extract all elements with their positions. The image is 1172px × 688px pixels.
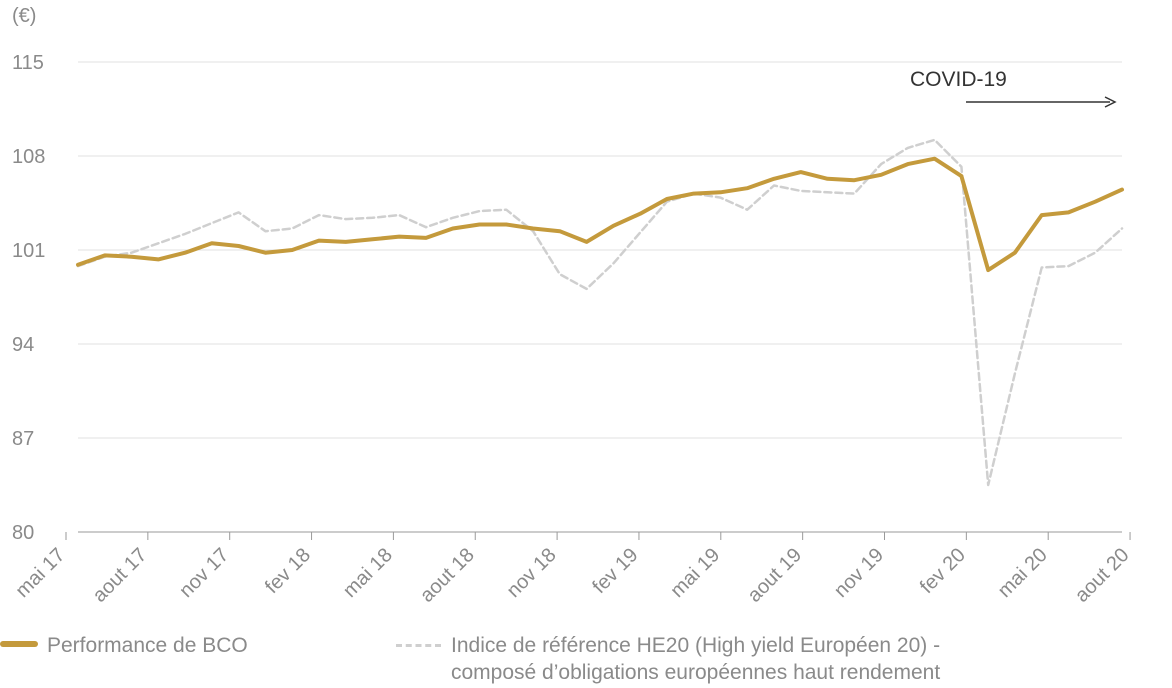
y-tick-label: 87: [12, 428, 34, 450]
legend-swatch-index: [396, 644, 441, 647]
legend-label-index-line2: composé d’obligations européennes haut r…: [451, 661, 941, 684]
x-axis-ticks: mai 17 aout 17 nov 17 fev 18 mai 18 aout 18 no…: [12, 532, 1134, 607]
y-axis-ticks: 80 87 94 101 108 115: [12, 52, 45, 544]
legend-label-index-line1: Indice de référence HE20 (High yield Eur…: [451, 634, 941, 657]
x-tick-label: aout 20: [1071, 544, 1134, 607]
y-tick-label: 80: [12, 522, 34, 544]
legend-label-bco: Performance de BCO: [47, 634, 248, 657]
y-tick-label: 101: [12, 240, 45, 262]
covid-annotation: COVID-19: [910, 68, 1117, 108]
grid-lines: [78, 61, 1122, 533]
x-tick-label: fev 20: [916, 544, 970, 598]
y-tick-label: 94: [12, 334, 34, 356]
x-tick-label: mai 20: [994, 544, 1052, 602]
series-line-bco: [76, 156, 1124, 273]
x-tick-label: nov 19: [830, 544, 888, 602]
series-lines: [76, 138, 1124, 487]
legend-swatch-bco: [0, 641, 38, 647]
x-tick-label: fev 19: [588, 544, 642, 598]
x-tick-label: aout 17: [89, 544, 152, 607]
x-tick-label: nov 18: [503, 544, 561, 602]
series-line-index: [76, 138, 1124, 487]
y-tick-label: 108: [12, 146, 45, 168]
x-tick-label: mai 18: [339, 544, 397, 602]
x-tick-label: mai 19: [666, 544, 724, 602]
legend-label-index: Indice de référence HE20 (High yield Eur…: [451, 632, 1091, 686]
x-tick-label: aout 19: [743, 544, 806, 607]
covid-arrow-head: [1104, 96, 1117, 108]
x-tick-label: aout 18: [416, 544, 479, 607]
covid-annotation-label: COVID-19: [910, 68, 1007, 91]
y-unit-label: (€): [12, 5, 36, 27]
x-tick-label: nov 17: [175, 544, 233, 602]
x-tick-label: mai 17: [12, 544, 70, 602]
x-tick-label: fev 18: [261, 544, 315, 598]
y-tick-label: 115: [12, 52, 44, 74]
line-chart: (€) 80 87 94 101 108 115 mai 17 aout 17 nov 17 f…: [12, 5, 1134, 607]
